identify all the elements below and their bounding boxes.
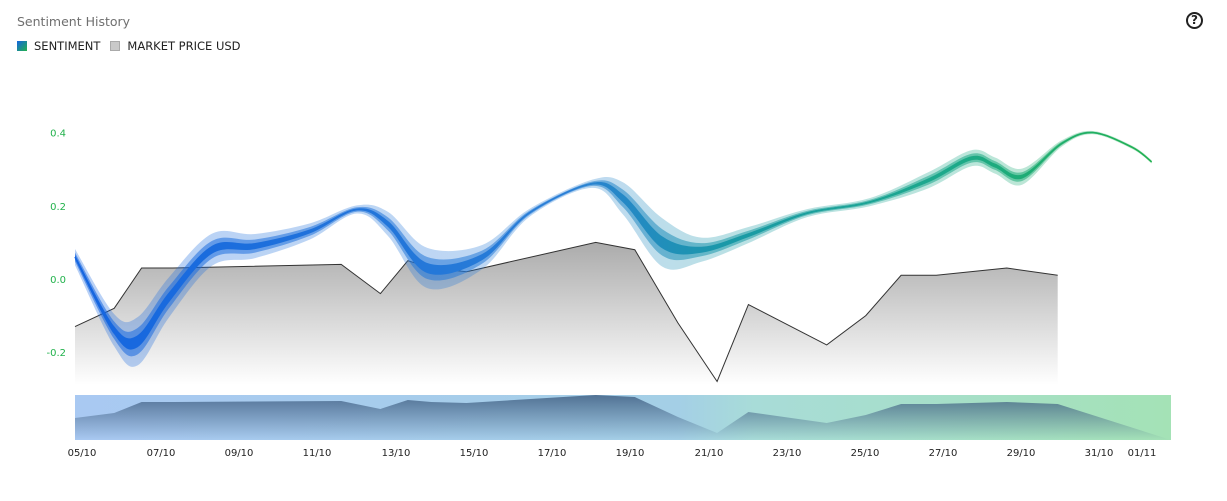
legend: SENTIMENT MARKET PRICE USD: [17, 39, 251, 53]
range-navigator[interactable]: [75, 395, 1171, 440]
sentiment-line: [74, 131, 1153, 345]
x-tick-label: 21/10: [695, 448, 724, 459]
price-area-layer: [74, 241, 1058, 385]
y-tick-label: 0.2: [50, 202, 66, 213]
x-tick-label: 05/10: [68, 448, 97, 459]
x-tick-label: 27/10: [929, 448, 958, 459]
y-tick-label: 0.4: [50, 129, 66, 140]
x-tick-label: 19/10: [616, 448, 645, 459]
legend-swatch-sentiment: [17, 41, 27, 51]
x-tick-label: 15/10: [460, 448, 489, 459]
x-tick-label: 07/10: [147, 448, 176, 459]
legend-item-sentiment[interactable]: SENTIMENT: [17, 39, 100, 53]
x-tick-label: 23/10: [773, 448, 802, 459]
x-tick-label: 01/11: [1128, 448, 1157, 459]
x-tick-label: 29/10: [1007, 448, 1036, 459]
y-axis: 0.4 0.2 0.0 -0.2: [46, 129, 66, 360]
chart-title: Sentiment History: [17, 14, 131, 29]
x-tick-label: 09/10: [225, 448, 254, 459]
question-circle-icon[interactable]: ?: [1186, 12, 1203, 29]
legend-swatch-price: [110, 41, 121, 51]
x-tick-label: 17/10: [538, 448, 567, 459]
price-area: [75, 242, 1058, 385]
x-axis: 05/10 07/10 09/10 11/10 13/10 15/10 17/10 19/10…: [68, 448, 1157, 459]
x-tick-label: 25/10: [851, 448, 880, 459]
y-tick-label: 0.0: [50, 275, 66, 286]
y-tick-label: -0.2: [46, 348, 66, 359]
x-tick-label: 11/10: [303, 448, 332, 459]
legend-item-price[interactable]: MARKET PRICE USD: [110, 39, 241, 53]
legend-label-price: MARKET PRICE USD: [127, 39, 241, 53]
sentiment-layer: [74, 130, 1153, 367]
x-tick-label: 31/10: [1085, 448, 1114, 459]
navigator-price-area: [75, 395, 1171, 440]
legend-label-sentiment: SENTIMENT: [34, 39, 101, 53]
sentiment-outer-band: [75, 130, 1152, 367]
x-tick-label: 13/10: [382, 448, 411, 459]
